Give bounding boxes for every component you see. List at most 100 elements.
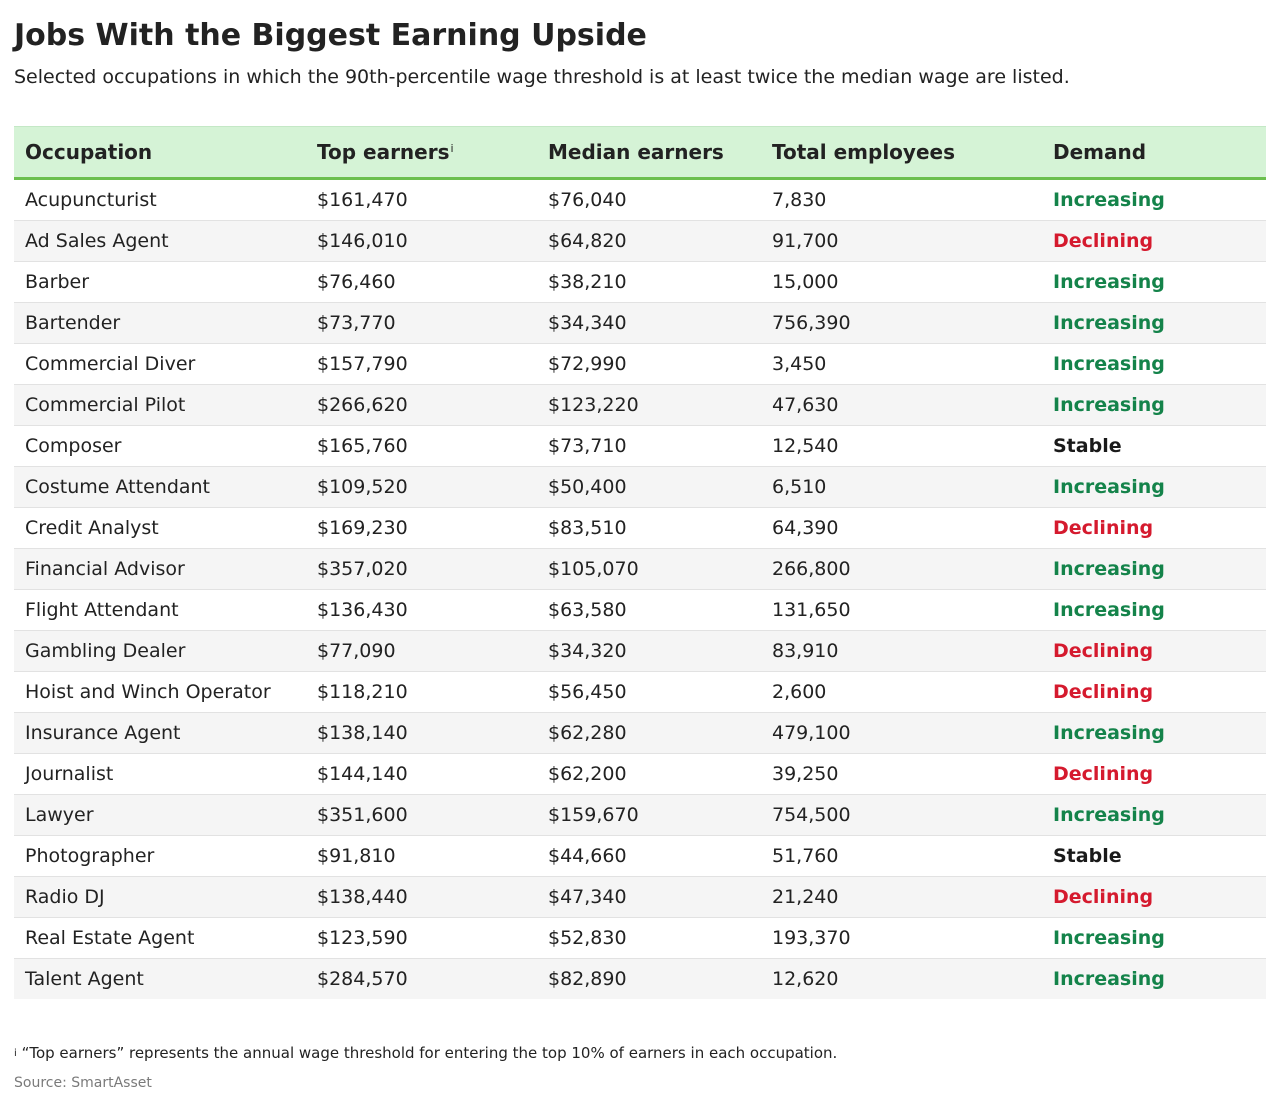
cell-demand: Increasing [1042, 178, 1266, 221]
cell-demand: Increasing [1042, 261, 1266, 303]
cell-occupation: Costume Attendant [14, 466, 306, 508]
cell-top-earners: $266,620 [306, 384, 537, 426]
cell-median-earners: $56,450 [537, 671, 761, 713]
header-row: Occupation Top earnersi Median earners T… [14, 126, 1266, 180]
cell-median-earners: $64,820 [537, 220, 761, 262]
cell-demand: Stable [1042, 425, 1266, 467]
cell-occupation: Photographer [14, 835, 306, 877]
cell-median-earners: $62,200 [537, 753, 761, 795]
cell-top-earners: $77,090 [306, 630, 537, 672]
cell-occupation: Credit Analyst [14, 507, 306, 549]
cell-total-employees: 2,600 [761, 671, 1042, 713]
table-row: Credit Analyst $169,230 $83,510 64,390 Decli… [14, 507, 1266, 549]
footnote-text: “Top earners” represents the annual wage… [21, 1044, 838, 1062]
footnote: i “Top earners” represents the annual wa… [14, 1042, 837, 1064]
table-row: Gambling Dealer $77,090 $34,320 83,910 Decli… [14, 630, 1266, 672]
cell-top-earners: $73,770 [306, 302, 537, 344]
cell-median-earners: $50,400 [537, 466, 761, 508]
table-row: Radio DJ $138,440 $47,340 21,240 Declining [14, 876, 1266, 918]
column-header-occupation: Occupation [14, 126, 306, 180]
cell-occupation: Bartender [14, 302, 306, 344]
page-title: Jobs With the Biggest Earning Upside [14, 18, 647, 53]
cell-occupation: Flight Attendant [14, 589, 306, 631]
cell-demand: Increasing [1042, 343, 1266, 385]
column-header-median-earners: Median earners [537, 126, 761, 180]
table-row: Lawyer $351,600 $159,670 754,500 Increasing [14, 794, 1266, 836]
table-row: Photographer $91,810 $44,660 51,760 Stable [14, 835, 1266, 877]
cell-demand: Declining [1042, 630, 1266, 672]
cell-total-employees: 64,390 [761, 507, 1042, 549]
footnote-marker: i [14, 1048, 17, 1059]
cell-total-employees: 3,450 [761, 343, 1042, 385]
cell-occupation: Barber [14, 261, 306, 303]
table-row: Real Estate Agent $123,590 $52,830 193,370 I… [14, 917, 1266, 959]
table-row: Commercial Diver $157,790 $72,990 3,450 Incr… [14, 343, 1266, 385]
table-row: Insurance Agent $138,140 $62,280 479,100 Inc… [14, 712, 1266, 754]
table-row: Costume Attendant $109,520 $50,400 6,510 Inc… [14, 466, 1266, 508]
cell-occupation: Lawyer [14, 794, 306, 836]
cell-median-earners: $63,580 [537, 589, 761, 631]
cell-total-employees: 754,500 [761, 794, 1042, 836]
cell-total-employees: 266,800 [761, 548, 1042, 590]
column-header-top-earners: Top earnersi [306, 126, 537, 180]
cell-total-employees: 131,650 [761, 589, 1042, 631]
column-header-demand: Demand [1042, 126, 1266, 180]
cell-top-earners: $109,520 [306, 466, 537, 508]
cell-demand: Increasing [1042, 548, 1266, 590]
table-row: Talent Agent $284,570 $82,890 12,620 Increas… [14, 958, 1266, 999]
cell-demand: Declining [1042, 876, 1266, 918]
cell-total-employees: 193,370 [761, 917, 1042, 959]
cell-median-earners: $47,340 [537, 876, 761, 918]
cell-median-earners: $72,990 [537, 343, 761, 385]
table-body: Acupuncturist $161,470 $76,040 7,830 Increas… [14, 178, 1266, 999]
cell-top-earners: $284,570 [306, 958, 537, 999]
cell-total-employees: 479,100 [761, 712, 1042, 754]
cell-top-earners: $91,810 [306, 835, 537, 877]
cell-median-earners: $105,070 [537, 548, 761, 590]
cell-total-employees: 15,000 [761, 261, 1042, 303]
cell-top-earners: $144,140 [306, 753, 537, 795]
cell-total-employees: 47,630 [761, 384, 1042, 426]
cell-total-employees: 6,510 [761, 466, 1042, 508]
cell-total-employees: 12,540 [761, 425, 1042, 467]
table-row: Hoist and Winch Operator $118,210 $56,450 2… [14, 671, 1266, 713]
column-header-label: Top earners [317, 140, 450, 164]
cell-occupation: Commercial Pilot [14, 384, 306, 426]
table-row: Journalist $144,140 $62,200 39,250 Declining [14, 753, 1266, 795]
column-header-label: Total employees [772, 140, 955, 164]
cell-demand: Increasing [1042, 589, 1266, 631]
cell-top-earners: $157,790 [306, 343, 537, 385]
table-row: Commercial Pilot $266,620 $123,220 47,630 In… [14, 384, 1266, 426]
cell-median-earners: $123,220 [537, 384, 761, 426]
cell-total-employees: 83,910 [761, 630, 1042, 672]
cell-occupation: Acupuncturist [14, 178, 306, 221]
table-row: Ad Sales Agent $146,010 $64,820 91,700 Decli… [14, 220, 1266, 262]
cell-top-earners: $146,010 [306, 220, 537, 262]
cell-top-earners: $161,470 [306, 178, 537, 221]
table-row: Flight Attendant $136,430 $63,580 131,650 In… [14, 589, 1266, 631]
cell-demand: Increasing [1042, 794, 1266, 836]
cell-total-employees: 21,240 [761, 876, 1042, 918]
column-header-total-employees: Total employees [761, 126, 1042, 180]
cell-demand: Declining [1042, 507, 1266, 549]
cell-demand: Increasing [1042, 712, 1266, 754]
cell-occupation: Gambling Dealer [14, 630, 306, 672]
cell-total-employees: 51,760 [761, 835, 1042, 877]
cell-occupation: Ad Sales Agent [14, 220, 306, 262]
cell-total-employees: 7,830 [761, 178, 1042, 221]
cell-demand: Increasing [1042, 958, 1266, 999]
source-credit: Source: SmartAsset [14, 1075, 152, 1091]
table-row: Financial Advisor $357,020 $105,070 266,800… [14, 548, 1266, 590]
cell-occupation: Journalist [14, 753, 306, 795]
cell-top-earners: $351,600 [306, 794, 537, 836]
cell-median-earners: $52,830 [537, 917, 761, 959]
cell-top-earners: $118,210 [306, 671, 537, 713]
cell-median-earners: $38,210 [537, 261, 761, 303]
cell-demand: Increasing [1042, 302, 1266, 344]
cell-median-earners: $73,710 [537, 425, 761, 467]
cell-demand: Declining [1042, 220, 1266, 262]
table-row: Bartender $73,770 $34,340 756,390 Increasing [14, 302, 1266, 344]
cell-median-earners: $83,510 [537, 507, 761, 549]
cell-median-earners: $159,670 [537, 794, 761, 836]
cell-occupation: Talent Agent [14, 958, 306, 999]
